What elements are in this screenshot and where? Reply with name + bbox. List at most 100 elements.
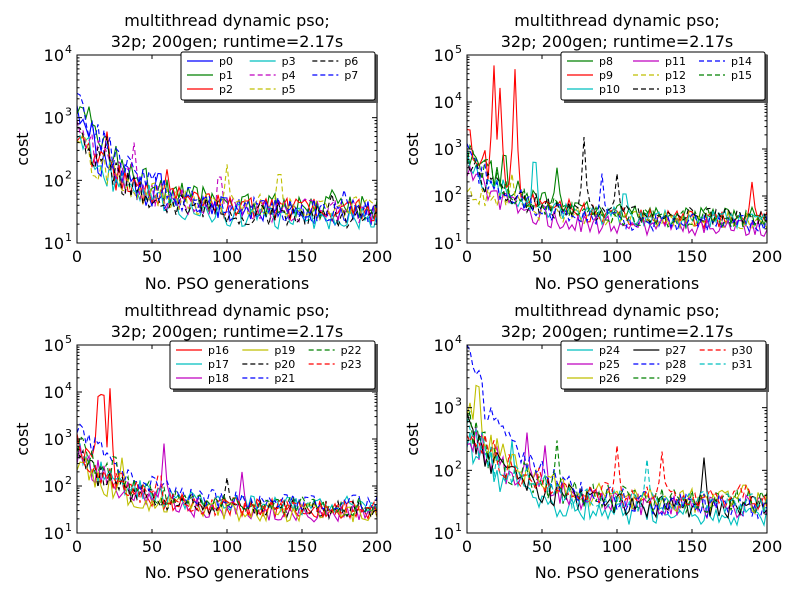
series-line-p1 <box>77 106 377 222</box>
legend-label-p3: p3 <box>282 55 296 68</box>
chart-title-line-2: 32p; 200gen; runtime=2.17s <box>501 32 734 51</box>
x-tick-label: 150 <box>287 247 318 266</box>
series-group <box>77 388 377 523</box>
legend-box <box>169 340 376 390</box>
legend-label-p18: p18 <box>208 372 229 385</box>
legend-label-p16: p16 <box>208 344 229 357</box>
y-tick-exponent: 1 <box>455 231 462 244</box>
series-line-p22 <box>77 435 377 517</box>
y-tick-label: 10 <box>44 430 64 449</box>
y-tick-exponent: 4 <box>65 380 72 393</box>
y-tick-exponent: 1 <box>65 521 72 534</box>
subplot-4: multithread dynamic pso; 32p; 200gen; run… <box>403 301 782 582</box>
y-tick-exponent: 1 <box>65 231 72 244</box>
legend-label-p14: p14 <box>731 55 752 68</box>
legend-label-p6: p6 <box>344 55 358 68</box>
series-line-p23 <box>77 438 377 519</box>
y-tick-exponent: 2 <box>65 474 72 487</box>
legend-label-p19: p19 <box>274 344 295 357</box>
legend-label-p22: p22 <box>341 344 362 357</box>
x-tick-label: 150 <box>287 537 318 556</box>
y-tick-label: 10 <box>44 336 64 355</box>
y-tick-exponent: 2 <box>65 168 72 181</box>
x-axis-label: No. PSO generations <box>145 563 309 582</box>
x-tick-label: 50 <box>142 247 162 266</box>
series-group <box>467 345 767 528</box>
y-tick-exponent: 5 <box>455 43 462 56</box>
x-tick-label: 0 <box>72 537 82 556</box>
series-group <box>77 92 377 231</box>
chart-title-line-1: multithread dynamic pso; <box>514 301 720 320</box>
y-tick-label: 10 <box>44 46 64 65</box>
x-tick-label: 0 <box>462 537 472 556</box>
legend-label-p28: p28 <box>665 358 686 371</box>
legend-label-p12: p12 <box>665 69 686 82</box>
y-tick-label: 10 <box>44 109 64 128</box>
series-line-p7 <box>77 92 377 224</box>
y-tick-label: 10 <box>434 461 454 480</box>
series-line-p26 <box>467 384 767 515</box>
x-tick-label: 100 <box>212 537 243 556</box>
legend-label-p25: p25 <box>599 358 620 371</box>
series-line-p5 <box>77 132 377 220</box>
chart-title-line-1: multithread dynamic pso; <box>124 301 330 320</box>
y-axis-label: cost <box>403 422 422 455</box>
y-axis-label: cost <box>403 132 422 165</box>
y-tick-exponent: 4 <box>65 43 72 56</box>
y-tick-exponent: 3 <box>65 106 72 119</box>
subplot-2: multithread dynamic pso; 32p; 200gen; run… <box>403 11 782 293</box>
legend-label-p5: p5 <box>282 83 296 96</box>
legend-label-p13: p13 <box>665 83 686 96</box>
series-line-p30 <box>467 432 767 510</box>
series-line-p2 <box>77 131 377 223</box>
legend-label-p17: p17 <box>208 358 229 371</box>
x-tick-label: 0 <box>462 247 472 266</box>
legend-label-p7: p7 <box>344 69 358 82</box>
x-axis-label: No. PSO generations <box>145 274 309 293</box>
x-tick-label: 200 <box>362 537 393 556</box>
legend-label-p9: p9 <box>599 69 613 82</box>
x-tick-label: 200 <box>752 247 783 266</box>
series-line-p16 <box>77 388 377 521</box>
series-line-p28 <box>467 345 767 520</box>
y-tick-label: 10 <box>434 187 454 206</box>
y-tick-exponent: 2 <box>455 458 462 471</box>
y-tick-label: 10 <box>44 234 64 253</box>
legend-box <box>560 340 767 390</box>
series-line-p6 <box>77 127 377 230</box>
series-line-p18 <box>77 443 377 523</box>
legend-label-p15: p15 <box>731 69 752 82</box>
x-tick-label: 50 <box>532 247 552 266</box>
chart-title-line-1: multithread dynamic pso; <box>514 11 720 30</box>
y-tick-exponent: 2 <box>455 184 462 197</box>
series-line-p21 <box>77 423 377 514</box>
legend-label-p31: p31 <box>732 358 753 371</box>
legend-label-p2: p2 <box>219 83 233 96</box>
series-line-p24 <box>467 432 767 528</box>
y-tick-label: 10 <box>434 234 454 253</box>
series-line-p31 <box>467 417 767 516</box>
y-tick-label: 10 <box>434 399 454 418</box>
y-tick-exponent: 4 <box>455 90 462 103</box>
legend-label-p8: p8 <box>599 55 613 68</box>
series-line-p3 <box>77 134 377 231</box>
legend-box <box>560 51 766 101</box>
legend-label-p21: p21 <box>274 372 295 385</box>
y-tick-label: 10 <box>434 93 454 112</box>
y-tick-label: 10 <box>44 524 64 543</box>
x-axis-label: No. PSO generations <box>535 563 699 582</box>
legend-box <box>180 51 376 101</box>
legend-label-p0: p0 <box>219 55 233 68</box>
y-axis-label: cost <box>13 132 32 165</box>
series-line-p15 <box>467 143 767 230</box>
legend-label-p27: p27 <box>665 344 686 357</box>
series-line-p11 <box>467 165 767 238</box>
subplot-1: multithread dynamic pso; 32p; 200gen; run… <box>13 11 392 293</box>
y-tick-label: 10 <box>44 171 64 190</box>
legend-label-p24: p24 <box>599 344 620 357</box>
chart-title-line-2: 32p; 200gen; runtime=2.17s <box>111 32 344 51</box>
